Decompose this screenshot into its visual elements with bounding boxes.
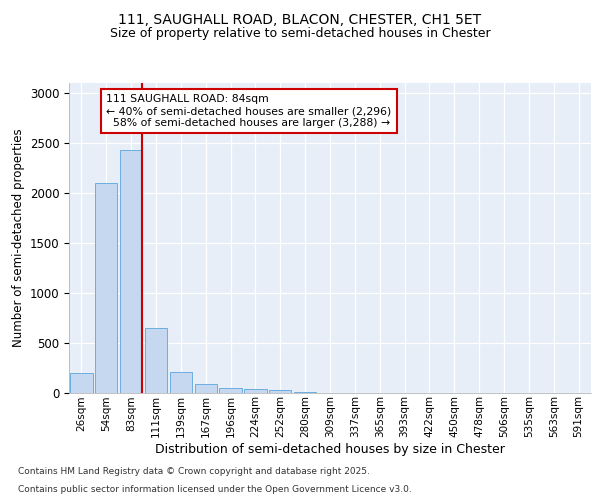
- Y-axis label: Number of semi-detached properties: Number of semi-detached properties: [13, 128, 25, 347]
- X-axis label: Distribution of semi-detached houses by size in Chester: Distribution of semi-detached houses by …: [155, 443, 505, 456]
- Text: Contains public sector information licensed under the Open Government Licence v3: Contains public sector information licen…: [18, 485, 412, 494]
- Text: 111, SAUGHALL ROAD, BLACON, CHESTER, CH1 5ET: 111, SAUGHALL ROAD, BLACON, CHESTER, CH1…: [118, 12, 482, 26]
- Bar: [120, 150, 142, 392]
- Text: 111 SAUGHALL ROAD: 84sqm
← 40% of semi-detached houses are smaller (2,296)
  58%: 111 SAUGHALL ROAD: 84sqm ← 40% of semi-d…: [106, 94, 392, 128]
- Bar: [70, 373, 92, 392]
- Bar: [220, 388, 242, 392]
- Bar: [95, 182, 118, 392]
- Bar: [194, 384, 217, 392]
- Text: Contains HM Land Registry data © Crown copyright and database right 2025.: Contains HM Land Registry data © Crown c…: [18, 467, 370, 476]
- Bar: [170, 372, 192, 392]
- Bar: [269, 390, 292, 392]
- Bar: [244, 389, 266, 392]
- Text: Size of property relative to semi-detached houses in Chester: Size of property relative to semi-detach…: [110, 28, 490, 40]
- Bar: [145, 328, 167, 392]
